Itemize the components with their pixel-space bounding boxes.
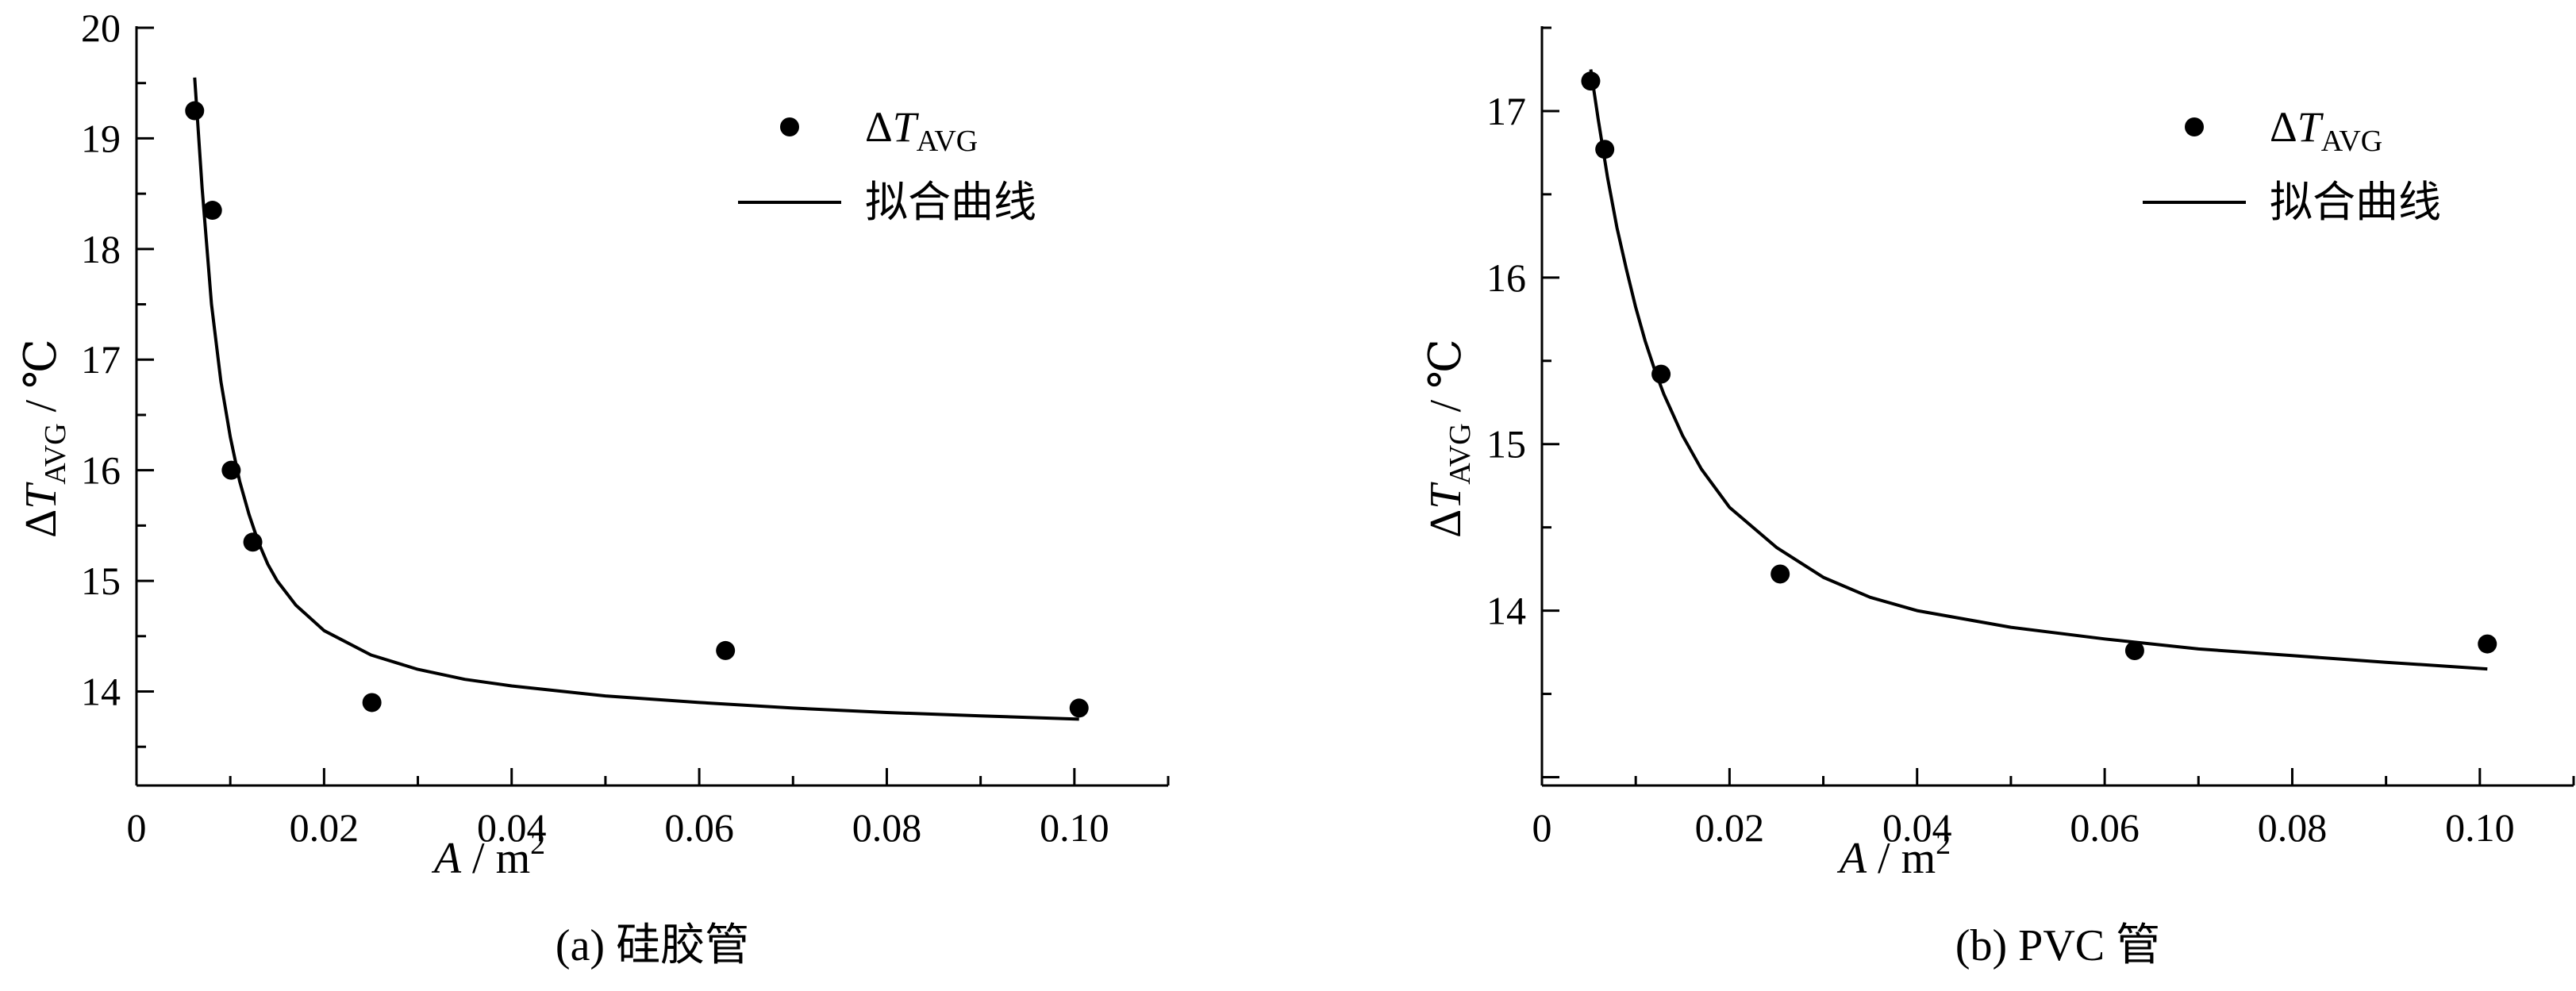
data-point — [1771, 564, 1790, 584]
y-tick-label: 19 — [81, 116, 121, 160]
x-axis-label: A / m2 — [1836, 828, 1951, 883]
legend-marker-points — [780, 117, 799, 136]
data-point — [1581, 71, 1601, 91]
x-tick-label: 0.06 — [2070, 805, 2140, 850]
y-tick-label: 15 — [1486, 422, 1526, 467]
y-tick-label: 16 — [1486, 255, 1526, 300]
x-tick-label: 0 — [1532, 805, 1552, 850]
fit-curve-line — [1589, 69, 2488, 671]
y-tick-label: 16 — [81, 448, 121, 493]
x-tick-label: 0.06 — [664, 805, 734, 850]
x-axis-label: A / m2 — [431, 828, 545, 883]
x-tick-label: 0.02 — [290, 805, 359, 850]
y-axis-label: ΔTAVG / ℃ — [17, 339, 72, 538]
y-tick-label: 17 — [1486, 89, 1526, 133]
data-point — [243, 532, 263, 552]
legend-label-points: ΔTAVG — [2270, 103, 2382, 158]
chart-caption: (a) 硅胶管 — [556, 921, 749, 970]
data-point — [1651, 364, 1671, 384]
data-point — [362, 693, 382, 713]
data-point — [202, 201, 222, 221]
data-point — [2478, 634, 2497, 654]
legend-label-fit: 拟合曲线 — [865, 179, 1036, 226]
chart-caption: (b) PVC 管 — [1955, 921, 2160, 970]
data-point — [1069, 698, 1089, 718]
chart-pvc-tube: 0 0.02 0.04 0.06 0.08 0.10 14 15 16 17 ΔTAVG 拟合曲线 A … — [1421, 26, 2575, 970]
data-point — [2124, 640, 2144, 660]
data-point — [1595, 140, 1615, 159]
y-tick-label: 17 — [81, 337, 121, 382]
legend-label-fit: 拟合曲线 — [2270, 179, 2441, 226]
y-tick-label: 14 — [81, 669, 121, 713]
chart-silicone-tube: 0 0.02 0.04 0.06 0.08 0.10 14 15 16 17 18 19 20 ΔTAVG… — [17, 6, 1170, 970]
x-tick-label: 0.02 — [1695, 805, 1765, 850]
x-tick-label: 0.10 — [2445, 805, 2515, 850]
x-tick-label: 0 — [127, 805, 147, 850]
y-tick-label: 20 — [81, 6, 121, 50]
legend-label-points: ΔTAVG — [865, 103, 978, 158]
x-tick-label: 0.10 — [1040, 805, 1109, 850]
data-point — [221, 460, 241, 480]
legend: ΔTAVG 拟合曲线 — [738, 103, 1036, 226]
x-tick-label: 0.08 — [852, 805, 922, 850]
legend: ΔTAVG 拟合曲线 — [2143, 103, 2441, 226]
x-tick-label: 0.04 — [477, 805, 547, 850]
y-tick-label: 18 — [81, 227, 121, 271]
y-tick-label: 14 — [1486, 589, 1526, 633]
legend-marker-points — [2185, 117, 2204, 136]
y-tick-label: 15 — [81, 559, 121, 603]
x-tick-label: 0.08 — [2258, 805, 2328, 850]
x-tick-label: 0.04 — [1882, 805, 1952, 850]
data-point — [716, 640, 736, 660]
fit-curve-line — [193, 77, 1079, 721]
y-axis-label: ΔTAVG / ℃ — [1421, 339, 1477, 538]
data-point — [185, 101, 205, 121]
